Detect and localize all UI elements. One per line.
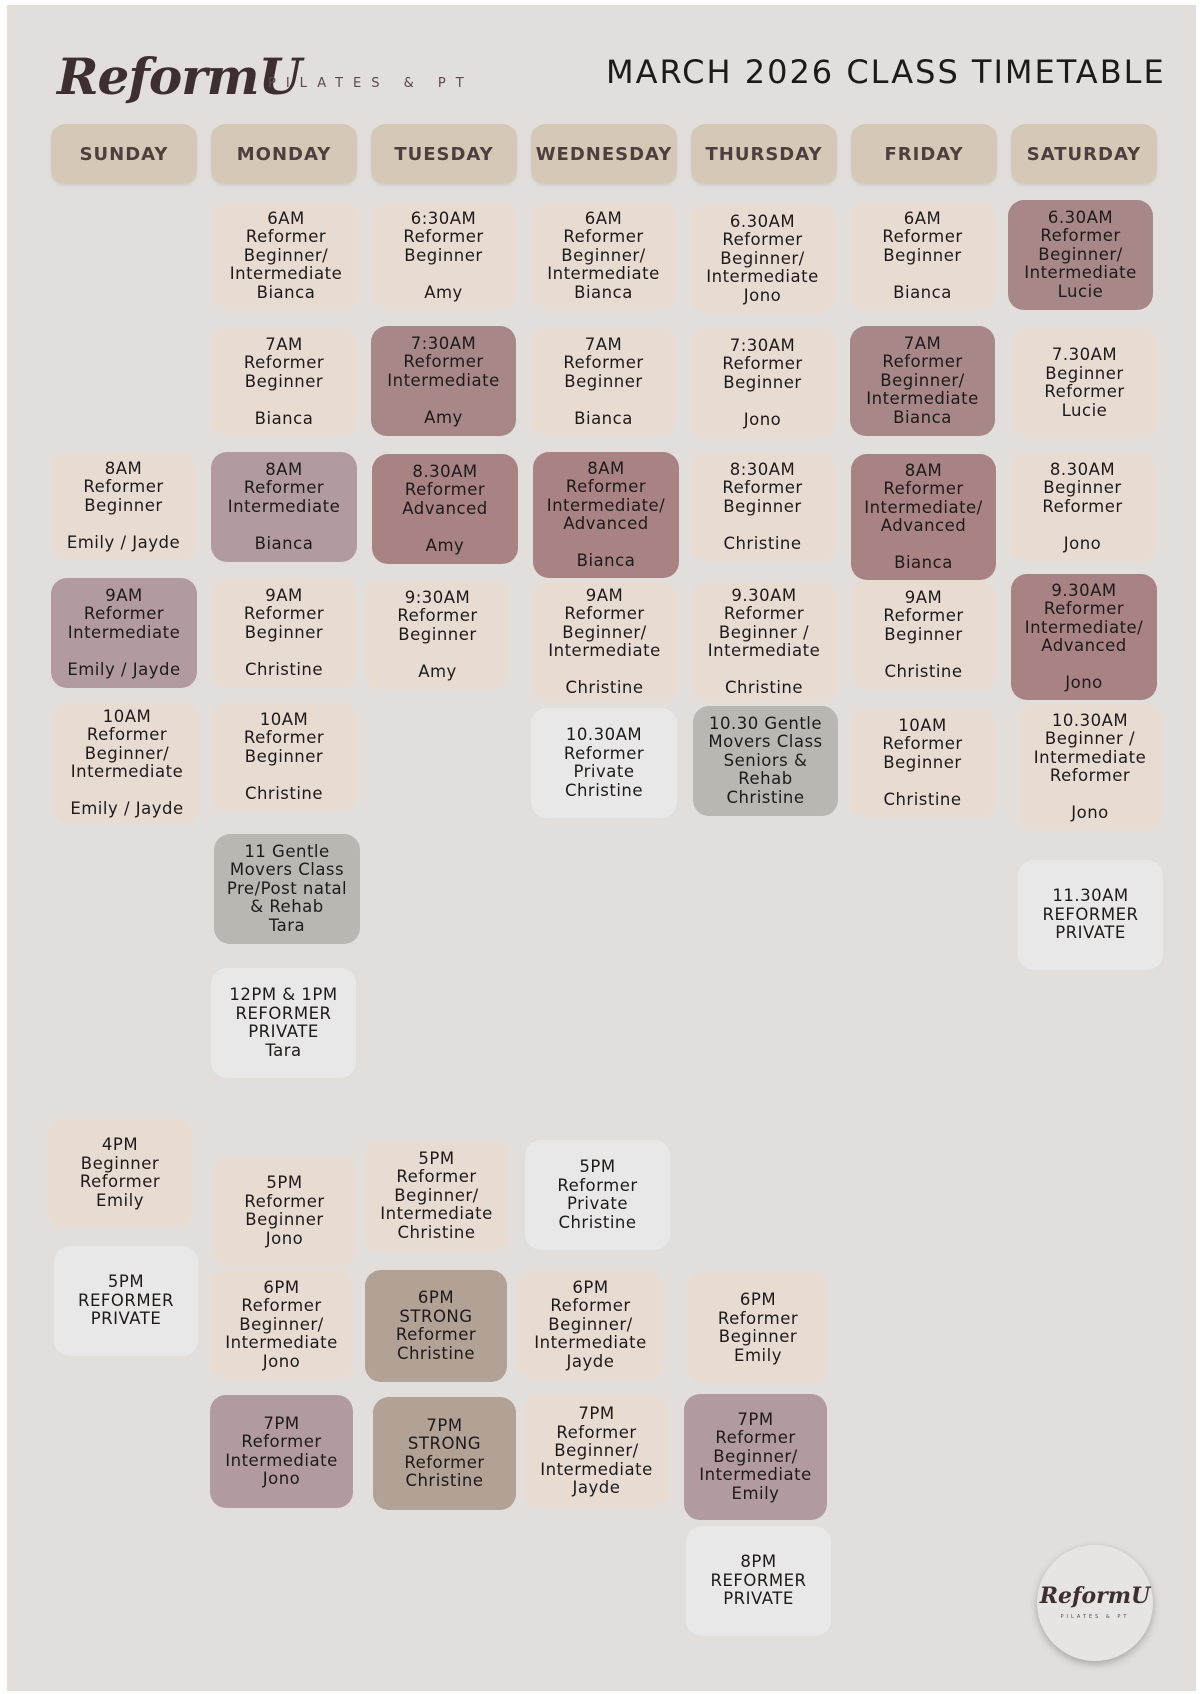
badge-logo: ReformU <box>1039 1583 1151 1609</box>
class-tile[interactable]: 7PM Reformer Beginner/ Intermediate Jayd… <box>524 1395 669 1508</box>
class-tile[interactable]: 7PM Reformer Beginner/ Intermediate Emil… <box>684 1394 827 1520</box>
class-tile[interactable]: 5PM Reformer Beginner Jono <box>213 1156 356 1266</box>
class-tile[interactable]: 7:30AM Reformer Beginner Jono <box>690 328 835 438</box>
class-tile[interactable]: 10.30AM Reformer Private Christine <box>531 708 677 818</box>
brand-tagline: PILATES & PT <box>268 76 474 91</box>
day-header-wednesday: WEDNESDAY <box>531 124 677 184</box>
day-header-tuesday: TUESDAY <box>371 124 517 184</box>
class-tile[interactable]: 6PM Reformer Beginner/ Intermediate Jono <box>210 1270 353 1380</box>
class-tile[interactable]: 9.30AM Reformer Beginner / Intermediate … <box>691 582 837 702</box>
class-tile[interactable]: 11.30AM REFORMER PRIVATE <box>1018 860 1163 970</box>
class-tile[interactable]: 9AM Reformer Beginner Christine <box>851 580 996 690</box>
class-tile[interactable]: 8.30AM Reformer Advanced Amy <box>372 454 518 564</box>
class-tile[interactable]: 6PM STRONG Reformer Christine <box>365 1270 507 1382</box>
class-tile[interactable]: 7PM STRONG Reformer Christine <box>373 1397 516 1510</box>
class-tile[interactable]: 6PM Reformer Beginner Emily <box>688 1272 828 1384</box>
page-title: MARCH 2026 CLASS TIMETABLE <box>606 53 1166 91</box>
class-tile[interactable]: 5PM Reformer Private Christine <box>525 1140 670 1250</box>
class-tile[interactable]: 8AM Reformer Intermediate Bianca <box>211 452 357 562</box>
class-tile[interactable]: 8AM Reformer Beginner Emily / Jayde <box>52 452 195 560</box>
day-header-thursday: THURSDAY <box>691 124 837 184</box>
brand-logo: ReformU <box>57 47 302 106</box>
class-tile[interactable]: 7AM Reformer Beginner Bianca <box>531 328 676 436</box>
class-tile[interactable]: 6AM Reformer Beginner/ Intermediate Bian… <box>531 202 676 310</box>
class-tile[interactable]: 9AM Reformer Intermediate Emily / Jayde <box>51 578 197 688</box>
class-tile[interactable]: 10AM Reformer Beginner/ Intermediate Emi… <box>54 702 200 824</box>
class-tile[interactable]: 7AM Reformer Beginner/ Intermediate Bian… <box>850 326 995 436</box>
class-tile[interactable]: 7:30AM Reformer Intermediate Amy <box>371 326 516 436</box>
class-tile[interactable]: 10.30AM Beginner / Intermediate Reformer… <box>1018 704 1162 830</box>
class-tile[interactable]: 6AM Reformer Beginner/ Intermediate Bian… <box>213 202 359 310</box>
class-tile[interactable]: 11 Gentle Movers Class Pre/Post natal & … <box>214 834 360 944</box>
class-tile[interactable]: 7PM Reformer Intermediate Jono <box>210 1395 353 1508</box>
class-tile[interactable]: 5PM REFORMER PRIVATE <box>54 1246 198 1356</box>
day-header-monday: MONDAY <box>211 124 357 184</box>
class-tile[interactable]: 6AM Reformer Beginner Bianca <box>850 202 995 310</box>
class-tile[interactable]: 9:30AM Reformer Beginner Amy <box>366 580 509 690</box>
class-tile[interactable]: 6.30AM Reformer Beginner/ Intermediate L… <box>1008 200 1153 310</box>
class-tile[interactable]: 8.30AM Beginner Reformer Jono <box>1010 452 1155 562</box>
class-tile[interactable]: 9.30AM Reformer Intermediate/ Advanced J… <box>1011 574 1157 700</box>
class-tile[interactable]: 7.30AM Beginner Reformer Lucie <box>1012 328 1157 438</box>
class-tile[interactable]: 7AM Reformer Beginner Bianca <box>211 328 357 436</box>
class-tile[interactable]: 10AM Reformer Beginner Christine <box>850 708 995 818</box>
class-tile[interactable]: 8:30AM Reformer Beginner Christine <box>690 452 835 562</box>
badge-tagline: PILATES & PT <box>1060 1614 1130 1620</box>
class-tile[interactable]: 10AM Reformer Beginner Christine <box>211 702 357 812</box>
class-tile[interactable]: 6:30AM Reformer Beginner Amy <box>371 202 516 310</box>
brand-badge: ReformU PILATES & PT <box>1037 1545 1153 1661</box>
day-header-friday: FRIDAY <box>851 124 997 184</box>
class-tile[interactable]: 5PM Reformer Beginner/ Intermediate Chri… <box>365 1140 508 1252</box>
class-tile[interactable]: 6PM Reformer Beginner/ Intermediate Jayd… <box>518 1270 663 1380</box>
class-tile[interactable]: 10.30 Gentle Movers Class Seniors & Reha… <box>693 706 838 816</box>
day-header-saturday: SATURDAY <box>1011 124 1157 184</box>
class-tile[interactable]: 9AM Reformer Beginner Christine <box>211 578 357 688</box>
class-tile[interactable]: 8AM Reformer Intermediate/ Advanced Bian… <box>851 454 996 580</box>
class-tile[interactable]: 12PM & 1PM REFORMER PRIVATE Tara <box>211 968 356 1078</box>
class-tile[interactable]: 8PM REFORMER PRIVATE <box>686 1526 831 1636</box>
class-tile[interactable]: 4PM Beginner Reformer Emily <box>48 1118 192 1228</box>
class-tile[interactable]: 6.30AM Reformer Beginner/ Intermediate J… <box>690 204 835 314</box>
class-tile[interactable]: 9AM Reformer Beginner/ Intermediate Chri… <box>532 582 677 702</box>
day-header-sunday: SUNDAY <box>51 124 197 184</box>
class-tile[interactable]: 8AM Reformer Intermediate/ Advanced Bian… <box>533 452 679 578</box>
